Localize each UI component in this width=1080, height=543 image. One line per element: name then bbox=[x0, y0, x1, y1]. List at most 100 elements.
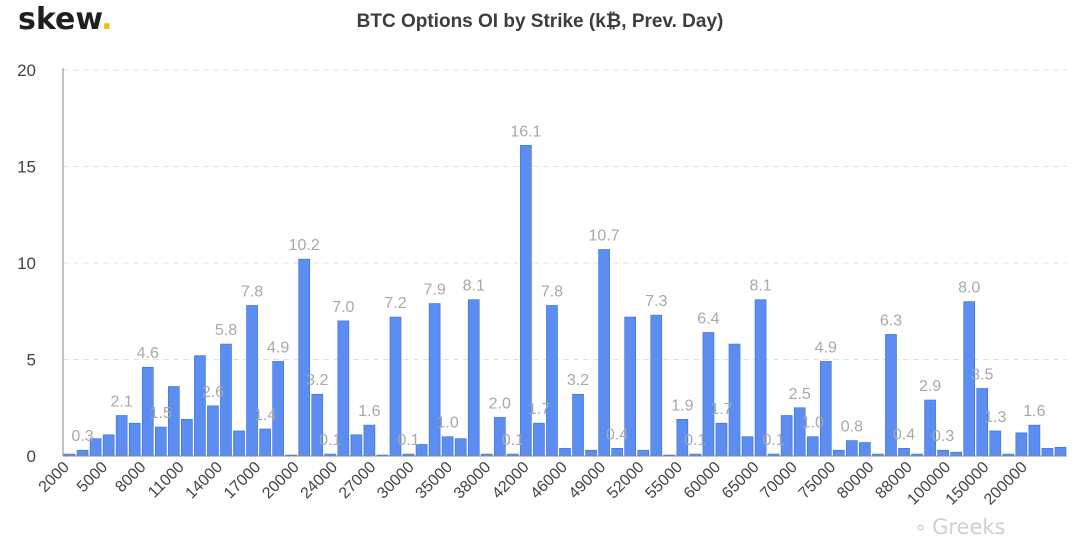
data-label: 10.7 bbox=[589, 227, 620, 244]
x-tick-label: 65000 bbox=[719, 459, 763, 503]
bar bbox=[102, 434, 115, 457]
data-label: 3.2 bbox=[306, 372, 328, 389]
data-label: 5.8 bbox=[215, 322, 237, 339]
data-label: 1.6 bbox=[358, 403, 380, 420]
data-label: 16.1 bbox=[510, 123, 541, 140]
bar bbox=[715, 422, 728, 457]
x-tick-label: 30000 bbox=[374, 459, 418, 503]
x-tick-label: 27000 bbox=[336, 459, 380, 503]
chart-title: BTC Options OI by Strike (k₿, Prev. Day) bbox=[356, 11, 724, 32]
chat-bubble-icon: ⚬ bbox=[913, 518, 929, 539]
bar bbox=[546, 305, 558, 457]
x-tick-label: 14000 bbox=[183, 459, 227, 503]
data-label: 0.3 bbox=[71, 428, 93, 445]
watermark: ⚬ Greeks bbox=[913, 515, 1006, 539]
bar bbox=[741, 436, 754, 457]
data-label: 1.0 bbox=[437, 415, 459, 432]
data-label: 8.0 bbox=[958, 280, 980, 297]
data-label: 0.1 bbox=[319, 432, 341, 449]
data-label: 10.2 bbox=[289, 237, 320, 254]
bar bbox=[454, 438, 467, 457]
y-tick-label: 0 bbox=[27, 447, 36, 466]
bar bbox=[363, 424, 376, 457]
bar bbox=[115, 415, 128, 457]
x-tick-label: 52000 bbox=[604, 459, 648, 503]
bar bbox=[859, 442, 871, 457]
bar bbox=[937, 449, 949, 457]
data-label: 1.9 bbox=[671, 397, 693, 414]
data-label: 0.4 bbox=[893, 426, 915, 443]
y-tick-label: 5 bbox=[27, 351, 36, 370]
data-label: 2.5 bbox=[789, 386, 811, 403]
bar bbox=[233, 430, 245, 457]
bar bbox=[128, 422, 141, 457]
x-tick-label: 38000 bbox=[451, 459, 495, 503]
bar bbox=[819, 361, 832, 457]
data-label: 7.9 bbox=[423, 282, 445, 299]
x-tick-label: 35000 bbox=[413, 459, 457, 503]
data-label: 0.1 bbox=[762, 432, 784, 449]
bar bbox=[650, 314, 663, 457]
data-label: 0.1 bbox=[684, 432, 706, 449]
data-label: 3.2 bbox=[567, 372, 589, 389]
bar bbox=[533, 422, 545, 457]
data-label: 2.6 bbox=[202, 384, 224, 401]
bar bbox=[611, 447, 623, 457]
bar bbox=[585, 449, 597, 457]
data-label: 7.8 bbox=[241, 283, 263, 300]
bar bbox=[637, 449, 650, 457]
data-label: 1.3 bbox=[984, 409, 1006, 426]
y-tick-label: 10 bbox=[17, 254, 36, 273]
data-label: 6.4 bbox=[697, 310, 719, 327]
bar bbox=[898, 447, 910, 457]
data-label: 8.1 bbox=[749, 278, 771, 295]
bar bbox=[950, 451, 962, 457]
data-label: 4.9 bbox=[815, 339, 837, 356]
bar bbox=[298, 258, 311, 457]
bar bbox=[467, 299, 480, 457]
bar bbox=[441, 436, 454, 457]
data-label: 2.0 bbox=[489, 395, 511, 412]
x-tick-label: 60000 bbox=[681, 459, 725, 503]
x-tick-label: 200000 bbox=[981, 459, 1031, 509]
y-tick-label: 20 bbox=[17, 61, 36, 80]
data-label: 0.4 bbox=[606, 426, 628, 443]
bar bbox=[1028, 424, 1041, 457]
data-label: 0.8 bbox=[841, 419, 863, 436]
bar bbox=[989, 430, 1002, 457]
bar bbox=[1041, 447, 1054, 457]
bar bbox=[207, 405, 219, 457]
x-tick-label: 49000 bbox=[566, 459, 610, 503]
data-label: 6.3 bbox=[880, 312, 902, 329]
x-tick-label: 80000 bbox=[834, 459, 878, 503]
data-label: 7.2 bbox=[384, 295, 406, 312]
data-label: 3.5 bbox=[971, 366, 993, 383]
x-tick-label: 20000 bbox=[259, 459, 303, 503]
y-tick-label: 15 bbox=[17, 158, 36, 177]
bar bbox=[76, 449, 89, 457]
bar bbox=[194, 355, 206, 457]
bar bbox=[246, 305, 258, 457]
data-label: 7.0 bbox=[332, 299, 354, 316]
data-label: 1.4 bbox=[254, 407, 276, 424]
data-label: 0.1 bbox=[502, 432, 524, 449]
x-tick-label: 42000 bbox=[489, 459, 533, 503]
data-label: 2.1 bbox=[111, 393, 133, 410]
bar bbox=[572, 393, 584, 457]
bar bbox=[559, 447, 571, 457]
data-label: 1.7 bbox=[710, 401, 732, 418]
bar bbox=[181, 419, 193, 457]
x-tick-label: 8000 bbox=[112, 459, 149, 496]
data-label: 1.5 bbox=[150, 405, 172, 422]
x-tick-label: 17000 bbox=[221, 459, 265, 503]
bar bbox=[832, 449, 845, 457]
bar bbox=[1015, 432, 1028, 457]
bar bbox=[154, 426, 167, 457]
data-label: 0.3 bbox=[932, 428, 954, 445]
x-tick-label: 2000 bbox=[36, 459, 73, 496]
data-label: 1.7 bbox=[528, 401, 550, 418]
bar bbox=[259, 428, 271, 457]
x-tick-label: 70000 bbox=[757, 459, 801, 503]
bar bbox=[598, 249, 610, 457]
data-label: 7.8 bbox=[541, 283, 563, 300]
